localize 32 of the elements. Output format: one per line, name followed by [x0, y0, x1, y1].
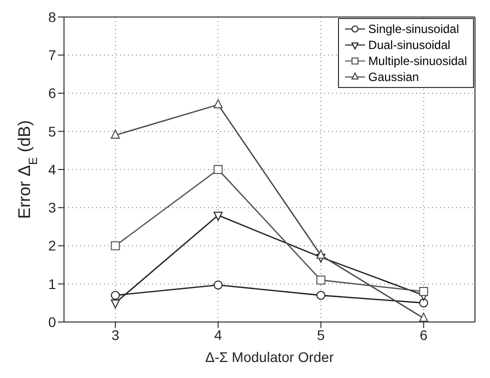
legend-label: Gaussian: [368, 70, 419, 84]
point: [110, 290, 120, 300]
point: [214, 165, 223, 174]
y-tick-label: 3: [48, 200, 56, 216]
point: [316, 276, 326, 285]
y-tick-label: 2: [48, 238, 56, 254]
y-tick-label: 6: [48, 85, 56, 102]
x-tick-label: 4: [214, 326, 222, 343]
point: [419, 287, 428, 296]
y-tick-label: 7: [48, 47, 56, 64]
legend-label: Single-sinusoidal: [368, 22, 460, 36]
legend-label: Multiple-sinuosidal: [368, 54, 467, 68]
legend-label: Dual-sinusoidal: [368, 38, 450, 52]
point: [214, 212, 223, 221]
point: [419, 312, 428, 322]
x-tick-label: 5: [316, 326, 325, 343]
point: [316, 290, 326, 300]
point: [214, 280, 223, 290]
y-tick-label: 5: [48, 123, 56, 140]
point: [110, 299, 120, 308]
point: [214, 99, 223, 108]
y-tick-label: 0: [48, 314, 56, 330]
point: [316, 250, 326, 259]
point: [110, 130, 120, 139]
y-tick-label: 4: [48, 161, 56, 178]
x-axis-title: Δ-Σ Modulator Order: [205, 349, 334, 365]
y-tick-label: 8: [48, 8, 56, 25]
point: [110, 241, 120, 250]
y-tick-label: 1: [48, 276, 56, 292]
x-tick-label: 6: [420, 326, 428, 343]
x-tick-label: 3: [111, 326, 120, 343]
point: [419, 298, 428, 308]
